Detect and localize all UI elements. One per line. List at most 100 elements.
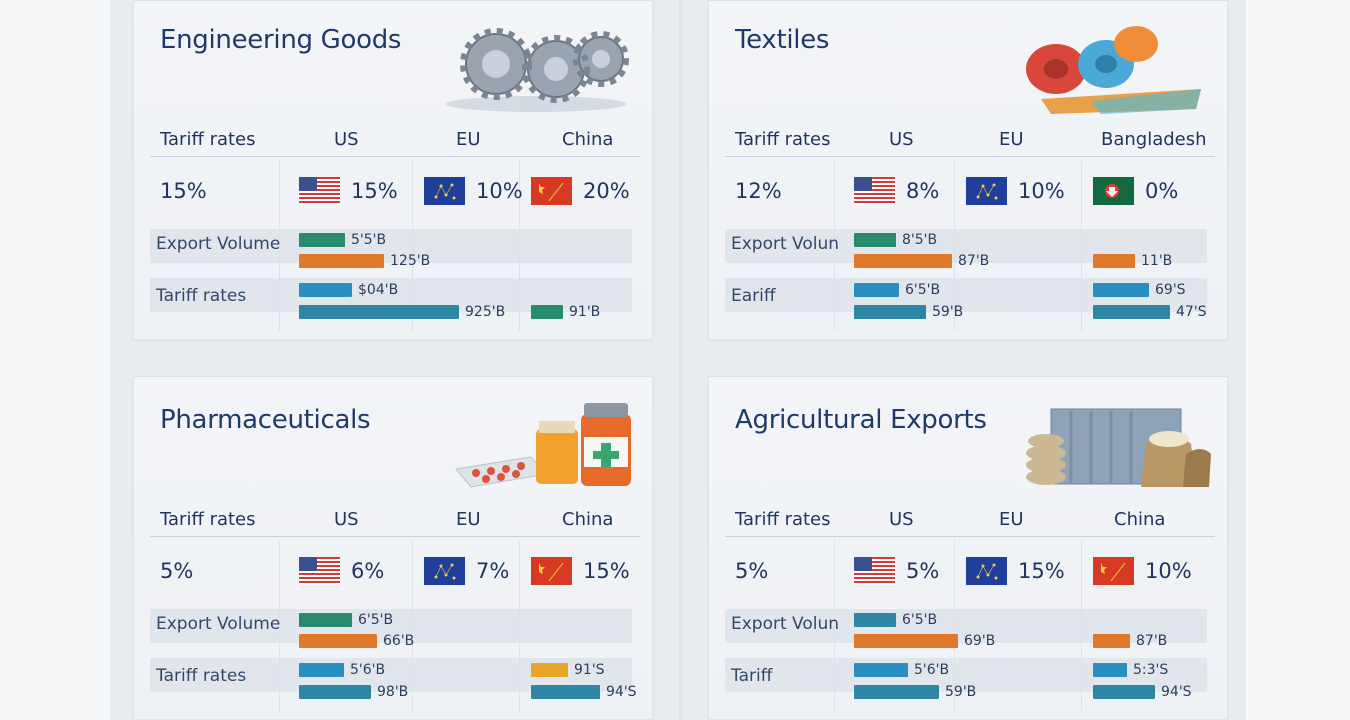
bar-teal — [854, 685, 939, 699]
country-tariff-rate: 0% — [1145, 179, 1179, 203]
bar-value-label: 5'6'B — [914, 662, 950, 678]
bar-value-label: 69'S — [1155, 282, 1186, 298]
bar-value-label: 59'B — [945, 684, 977, 700]
fabric-rolls-icon — [1011, 19, 1211, 114]
country-tariff-rate: 10% — [1145, 559, 1192, 583]
header-tariff-rates: Tariff rates — [160, 509, 256, 530]
card-title: Engineering Goods — [160, 25, 402, 55]
bar-orange — [299, 634, 377, 648]
country-tariff-rate: 8% — [906, 179, 940, 203]
bar-blue — [854, 283, 899, 297]
country-tariff-rate: 5% — [906, 559, 940, 583]
base-tariff-rate: 12% — [735, 179, 782, 203]
bar-value-label: 91'S — [574, 662, 605, 678]
bar-green — [854, 233, 896, 247]
bar-value-label: 59'B — [932, 304, 964, 320]
bar-blue — [299, 283, 352, 297]
bar-green — [531, 305, 563, 319]
bar-teal — [531, 685, 600, 699]
header-tariff-rates: Tariff rates — [735, 509, 831, 530]
bar-value-label: 5:3'S — [1133, 662, 1169, 678]
bar-blue — [1093, 663, 1127, 677]
country-tariff-rate: 10% — [1018, 179, 1065, 203]
bar-value-label: 6'5'B — [905, 282, 941, 298]
bar-value-label: 11'B — [1141, 253, 1173, 269]
bar-value-label: 69'B — [964, 633, 996, 649]
bar-value-label: 125'B — [390, 253, 431, 269]
column-header-china: China — [562, 509, 614, 530]
center-divider — [679, 0, 682, 720]
header-tariff-rates: Tariff rates — [160, 129, 256, 150]
us-flag-icon — [299, 177, 340, 205]
bar-blue — [1093, 283, 1149, 297]
row-label: Export Volun — [731, 234, 840, 254]
category-card: Agricultural Exports Tariff rates US EU Chin… — [708, 376, 1228, 720]
base-tariff-rate: 5% — [160, 559, 194, 583]
column-header-eu: EU — [456, 129, 481, 150]
row-label: Export Volume — [156, 614, 281, 634]
row-band-export — [150, 609, 632, 643]
bar-orange — [299, 254, 384, 268]
country-tariff-rate: 15% — [351, 179, 398, 203]
bar-value-label: 6'5'B — [358, 612, 394, 628]
bar-teal — [854, 613, 896, 627]
bar-green — [299, 613, 352, 627]
row-band-export — [150, 229, 632, 263]
card-title: Agricultural Exports — [735, 405, 987, 435]
bar-teal — [299, 685, 371, 699]
column-header-china: China — [562, 129, 614, 150]
country-tariff-rate: 7% — [476, 559, 510, 583]
column-header-eu: EU — [999, 129, 1024, 150]
bar-orange — [1093, 254, 1135, 268]
category-card: Pharmaceuticals Tariff rates US EU China 5% 6%… — [133, 376, 653, 720]
row-label: Export Volun — [731, 614, 840, 634]
bar-teal — [1093, 305, 1170, 319]
country-tariff-rate: 15% — [583, 559, 630, 583]
bar-value-label: 94'S — [606, 684, 637, 700]
category-card: Engineering Goods Tariff rates US EU China 15… — [133, 0, 653, 340]
bar-value-label: 6'5'B — [902, 612, 938, 628]
bar-value-label: 98'B — [377, 684, 409, 700]
column-header-us: US — [889, 509, 914, 530]
row-label: Export Volume — [156, 234, 281, 254]
country-tariff-rate: 20% — [583, 179, 630, 203]
bar-value-label: 66'B — [383, 633, 415, 649]
eu-flag-icon — [966, 177, 1007, 205]
bar-teal — [854, 305, 926, 319]
row-label: Tariff rates — [156, 666, 247, 686]
bar-blue — [854, 663, 908, 677]
header-tariff-rates: Tariff rates — [735, 129, 831, 150]
row-label: Tariff rates — [156, 286, 247, 306]
bar-value-label: 925'B — [465, 304, 506, 320]
eu-flag-icon — [424, 177, 465, 205]
bar-value-label: 91'B — [569, 304, 601, 320]
column-header-bangladesh: Bangladesh — [1101, 129, 1207, 150]
us-flag-icon — [854, 177, 895, 205]
country-tariff-rate: 10% — [476, 179, 523, 203]
bar-orange — [854, 254, 952, 268]
medicine-bottles-icon — [436, 399, 636, 494]
header-divider — [150, 536, 640, 537]
gears-icon — [436, 19, 636, 114]
bar-blue — [299, 663, 344, 677]
card-title: Pharmaceuticals — [160, 405, 371, 435]
column-header-china: China — [1114, 509, 1166, 530]
bar-value-label: 5'6'B — [350, 662, 386, 678]
category-card: Textiles Tariff rates US EU Bangladesh 12% 8% 1… — [708, 0, 1228, 340]
card-title: Textiles — [735, 25, 830, 55]
eu-flag-icon — [966, 557, 1007, 585]
bar-value-label: 94'S — [1161, 684, 1192, 700]
column-header-us: US — [889, 129, 914, 150]
header-divider — [725, 536, 1215, 537]
header-divider — [150, 156, 640, 157]
us-flag-icon — [854, 557, 895, 585]
bangladesh-flag-icon — [1093, 177, 1134, 205]
china-flag-icon — [531, 177, 572, 205]
bar-value-label: 87'B — [958, 253, 990, 269]
bar-value-label: 47'S — [1176, 304, 1207, 320]
china-flag-icon — [1093, 557, 1134, 585]
bar-teal — [1093, 685, 1155, 699]
bar-value-label: 5'5'B — [351, 232, 387, 248]
column-header-us: US — [334, 509, 359, 530]
bar-value-label: $04'B — [358, 282, 399, 298]
